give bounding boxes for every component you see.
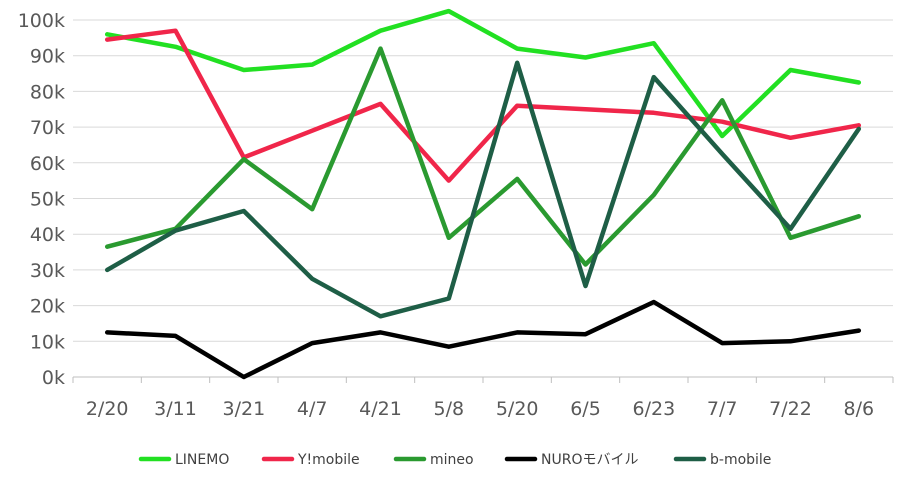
y-tick-label: 80k bbox=[30, 81, 65, 103]
x-tick-label: 8/6 bbox=[844, 398, 875, 420]
x-tick-label: 5/20 bbox=[496, 398, 539, 420]
legend-label: LINEMO bbox=[175, 452, 229, 468]
x-tick-label: 3/11 bbox=[154, 398, 197, 420]
x-tick-label: 6/23 bbox=[632, 398, 675, 420]
legend-label: NUROモバイル bbox=[541, 452, 638, 468]
x-tick-label: 3/21 bbox=[222, 398, 265, 420]
y-tick-label: 30k bbox=[30, 260, 65, 282]
legend-label: Y!mobile bbox=[297, 452, 360, 468]
series-line-3 bbox=[104, 299, 862, 380]
legend: LINEMO Y!mobile mineo NUROモバイル b-mobile bbox=[138, 452, 771, 468]
series-line-4 bbox=[104, 60, 862, 319]
y-tick-label: 50k bbox=[30, 189, 65, 211]
x-tick-label: 6/5 bbox=[570, 398, 601, 420]
x-tick-label: 7/7 bbox=[707, 398, 738, 420]
y-tick-label: 70k bbox=[30, 117, 65, 139]
y-tick-label: 40k bbox=[30, 224, 65, 246]
x-axis: 2/20 3/11 3/21 4/7 4/21 5/8 5/20 6/5 6/23 7/7 7/22… bbox=[72, 377, 894, 420]
y-tick-label: 60k bbox=[30, 153, 65, 175]
y-tick-label: 20k bbox=[30, 296, 65, 318]
x-tick-label: 4/7 bbox=[297, 398, 328, 420]
y-tick-label: 10k bbox=[30, 331, 65, 353]
y-tick-label: 0k bbox=[42, 367, 65, 389]
series-lines bbox=[104, 8, 862, 380]
x-tick-label: 7/22 bbox=[769, 398, 812, 420]
y-tick-label: 90k bbox=[30, 46, 65, 68]
series-line-2 bbox=[104, 46, 862, 267]
x-tick-label: 5/8 bbox=[434, 398, 465, 420]
legend-label: mineo bbox=[430, 452, 474, 468]
gridlines bbox=[73, 19, 893, 378]
y-axis: 0k 10k 20k 30k 40k 50k 60k 70k 80k 90k 100k bbox=[18, 10, 65, 389]
series-line-1 bbox=[104, 28, 862, 183]
y-tick-label: 100k bbox=[18, 10, 65, 32]
x-tick-label: 2/20 bbox=[86, 398, 129, 420]
legend-label: b-mobile bbox=[710, 452, 771, 468]
x-tick-label: 4/21 bbox=[359, 398, 402, 420]
